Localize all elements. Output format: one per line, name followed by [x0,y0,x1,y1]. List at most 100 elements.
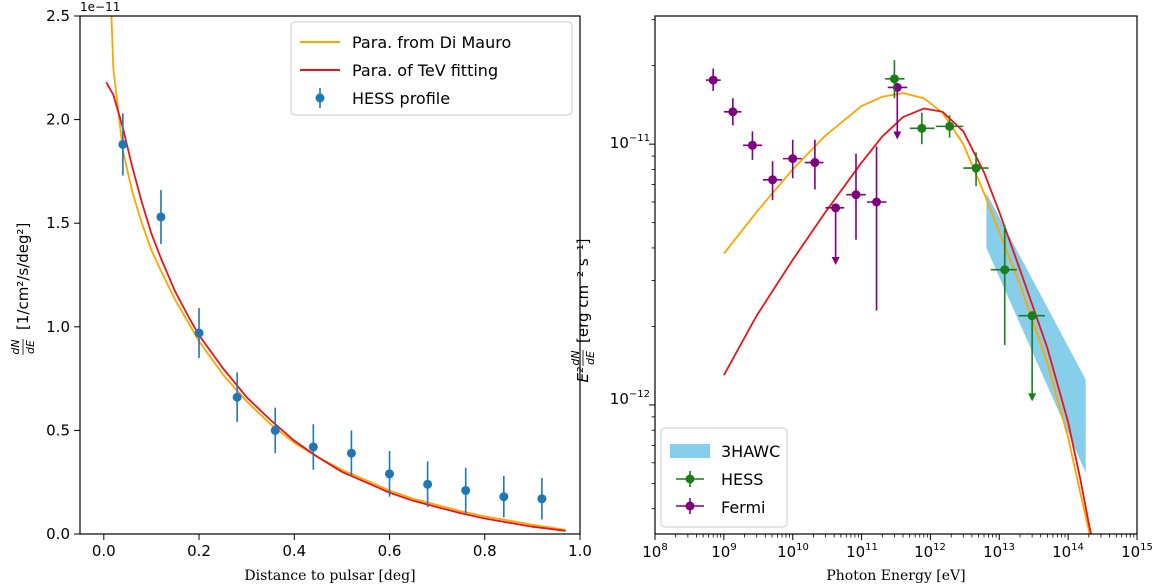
hess-point [1018,311,1045,402]
hess-marker [889,74,899,84]
hess-profile-point [308,424,318,470]
legend-label-di-mauro: Para. from Di Mauro [352,33,511,52]
legend-label-fermi: Fermi [721,498,766,517]
left-ticks [74,15,581,540]
hess-profile-marker [194,328,204,338]
right-ylabel-frac-num: dN [569,350,582,365]
tev-fitting-curve [105,81,566,532]
hess-marker [1000,265,1010,275]
left-ytick-label: 1.5 [46,214,70,232]
legend-marker-fermi [685,501,695,511]
legend-label-3hawc: 3HAWC [721,442,780,461]
right-ylabel-units: [erg cm⁻² s⁻¹] [574,239,592,343]
left-xtick-label: 0.6 [378,542,402,560]
right-ylabel-frac-den: dE [584,351,597,365]
fermi-point [723,98,742,126]
hess-point [963,152,989,187]
hess-point [909,112,935,145]
right-x-axis-label: Photon Energy [eV] [826,568,965,584]
right-y-axis-label: E² dN dE [erg cm⁻² s⁻¹] [569,239,597,383]
hess-profile-point [461,467,471,514]
left-ylabel-units: [1/cm²/s/deg²] [14,223,32,330]
legend-label-hess: HESS [721,470,763,489]
left-xtick-label: 0.4 [282,542,306,560]
fermi-point [804,139,824,190]
fermi-point [782,139,802,179]
hess-profile-marker [499,492,509,502]
left-hess-points [118,113,547,520]
right-xtick-label: 1010 [777,542,809,561]
hess-profile-marker [423,479,433,489]
fermi-point [705,68,721,91]
left-tick-labels: 0.0 0.2 0.4 0.6 0.8 1.0 0.0 0.5 1.0 1.5 2.0 2.5 [46,7,592,560]
right-y-tick-labels: 10−11 10−12 [610,133,650,408]
fermi-marker [708,75,718,85]
hess-marker [1027,311,1037,321]
hess-marker [945,121,955,131]
fermi-upper-limit-arrow [893,131,902,140]
fermi-marker [788,154,798,164]
hess-point [990,224,1017,345]
fermi-marker [810,158,820,168]
right-xtick-label: 108 [642,542,667,561]
fermi-point [762,161,783,201]
hess-profile-marker [537,494,547,504]
hess-profile-point [118,113,128,176]
legend-label-tev: Para. of TeV fitting [352,61,498,80]
right-xtick-label: 109 [711,542,736,561]
left-ylabel-frac-num: dN [9,339,22,354]
left-ytick-label: 1.0 [46,318,70,336]
left-plot-area [105,16,566,532]
hess-marker [917,123,927,133]
right-xtick-label: 1012 [914,542,946,561]
hess-profile-marker [232,392,242,402]
left-xtick-label: 1.0 [568,542,592,560]
tev-fitting-sed-curve [723,107,1092,534]
hess-profile-point [194,308,204,358]
left-offset-text: 1e−11 [80,0,120,14]
left-y-axis-label: dN dE [1/cm²/s/deg²] [9,223,37,355]
fermi-marker [747,140,757,150]
legend-patch-3hawc [670,444,710,458]
hess-profile-point [423,461,433,508]
left-xtick-label: 0.0 [92,542,116,560]
hess-profile-point [232,372,242,423]
legend-marker-hess-profile [315,93,325,103]
fermi-point [867,146,887,311]
hess-upper-limit-arrow [1028,393,1037,402]
right-xtick-label: 1014 [1052,542,1084,561]
fermi-marker [872,197,882,207]
right-xtick-label: 1011 [846,542,878,561]
left-ytick-label: 0.5 [46,421,70,439]
hess-marker [971,163,981,173]
left-legend-box [290,21,573,116]
right-ytick-label: 10−12 [610,389,650,408]
hess-profile-point [537,478,547,520]
right-legend: 3HAWC HESS Fermi [660,427,788,528]
legend-marker-hess [685,474,695,484]
hess-profile-point [499,475,509,518]
hess-profile-marker [270,425,280,435]
fermi-point [743,131,763,160]
left-panel: 0.0 0.2 0.4 0.6 0.8 1.0 0.0 0.5 1.0 1.5 2.0 2.5 1e−… [9,0,592,584]
hess-profile-marker [346,448,356,458]
right-x-tick-labels: 108 109 1010 1011 1012 1013 1014 1015 [642,542,1153,561]
right-xtick-label: 1013 [983,542,1015,561]
hess-profile-marker [461,485,471,495]
fermi-upper-limit-arrow [831,257,840,266]
left-x-axis-label: Distance to pulsar [deg] [244,568,415,584]
hess-profile-point [346,430,356,476]
fermi-marker [831,203,841,213]
hess-profile-marker [308,442,318,452]
di-mauro-curve [110,16,566,531]
hess-profile-point [385,451,395,497]
legend-label-hess-profile: HESS profile [352,89,450,108]
left-ylabel-frac-den: dE [24,340,37,354]
hess-profile-marker [118,139,128,149]
left-legend: Para. from Di Mauro Para. of TeV fitting… [290,21,573,116]
left-ytick-label: 2.0 [46,111,70,129]
right-axes-frame [654,15,1138,535]
right-panel: 108 109 1010 1011 1012 1013 1014 1015 10… [569,15,1153,584]
left-xtick-label: 0.8 [473,542,497,560]
